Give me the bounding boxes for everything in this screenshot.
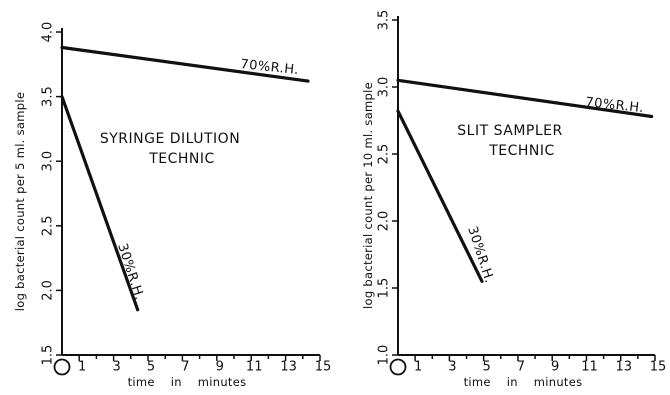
y-tick-label: 3.0: [41, 151, 56, 172]
series-line-30rh: [396, 109, 484, 283]
x-tick-label: 11: [581, 360, 598, 375]
y-axis-label: log bacterial count per 10 ml. sample: [361, 82, 375, 309]
x-tick-label: 5: [147, 360, 155, 375]
chart-annotation: TECHNIC: [488, 143, 555, 159]
series-line-30rh: [60, 94, 140, 312]
series-label: 30%R.H.: [114, 242, 146, 303]
y-tick-label: 1.0: [377, 345, 392, 366]
x-axis-label: time in minutes: [464, 375, 583, 389]
x-tick-label: 5: [483, 360, 491, 375]
x-tick-label: 13: [280, 360, 297, 375]
y-tick-label: 3.5: [377, 10, 392, 31]
x-axis-label: time in minutes: [128, 375, 247, 389]
series-line-70rh: [60, 45, 310, 83]
y-tick-label: 3.5: [41, 86, 56, 107]
y-tick-label: 2.5: [41, 215, 56, 236]
x-tick-label: 1: [414, 360, 422, 375]
y-tick-label: 1.5: [377, 278, 392, 299]
series-line-70rh: [396, 78, 654, 119]
y-tick-label: 1.5: [41, 345, 56, 366]
x-tick-label: 11: [246, 360, 263, 375]
y-tick-label: 4.0: [41, 22, 56, 43]
y-tick-label: 2.0: [41, 280, 56, 301]
y-axis-label: log bacterial count per 5 ml. sample: [13, 92, 27, 311]
chart-annotation: TECHNIC: [148, 151, 215, 167]
x-origin-marker: [53, 358, 71, 376]
series-label: 70%R.H.: [240, 57, 300, 78]
y-tick-label: 3.0: [377, 77, 392, 98]
x-origin-marker: [389, 358, 407, 376]
x-tick-label: 3: [448, 360, 456, 375]
series-label: 70%R.H.: [585, 95, 645, 116]
y-tick-label: 2.0: [377, 211, 392, 232]
x-tick-label: 7: [517, 360, 525, 375]
chart-annotation: SYRINGE DILUTION: [100, 131, 240, 147]
x-tick-label: 7: [181, 360, 189, 375]
x-tick-label: 9: [551, 360, 559, 375]
x-tick-label: 9: [216, 360, 224, 375]
x-tick-label: 15: [315, 360, 332, 375]
x-tick-label: 1: [78, 360, 86, 375]
x-tick-label: 15: [650, 360, 667, 375]
x-tick-label: 3: [112, 360, 120, 375]
chart-annotation: SLIT SAMPLER: [457, 123, 562, 139]
y-tick-label: 2.5: [377, 144, 392, 165]
x-tick-label: 13: [615, 360, 632, 375]
